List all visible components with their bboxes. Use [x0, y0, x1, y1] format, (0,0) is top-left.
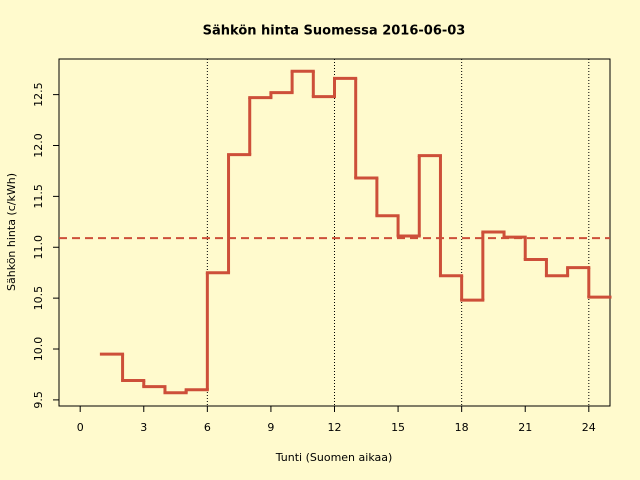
x-tick-label: 6 — [204, 421, 211, 434]
y-tick-label: 11.0 — [32, 235, 45, 260]
x-tick-label: 24 — [582, 421, 596, 434]
x-axis-label: Tunti (Suomen aikaa) — [275, 451, 393, 464]
x-tick-label: 3 — [140, 421, 147, 434]
y-tick-label: 12.5 — [32, 82, 45, 107]
y-axis-label: Sähkön hinta (c/kWh) — [5, 173, 18, 291]
x-tick-label: 18 — [455, 421, 469, 434]
y-tick-label: 11.5 — [32, 184, 45, 209]
y-tick-label: 12.0 — [32, 133, 45, 158]
y-tick-label: 9.5 — [32, 391, 45, 409]
x-tick-label: 21 — [518, 421, 532, 434]
y-tick-label: 10.0 — [32, 337, 45, 362]
x-tick-label: 12 — [328, 421, 342, 434]
x-tick-label: 15 — [391, 421, 405, 434]
x-tick-label: 0 — [77, 421, 84, 434]
chart-title: Sähkön hinta Suomessa 2016-06-03 — [203, 24, 466, 39]
x-tick-label: 9 — [267, 421, 274, 434]
y-tick-label: 10.5 — [32, 286, 45, 311]
